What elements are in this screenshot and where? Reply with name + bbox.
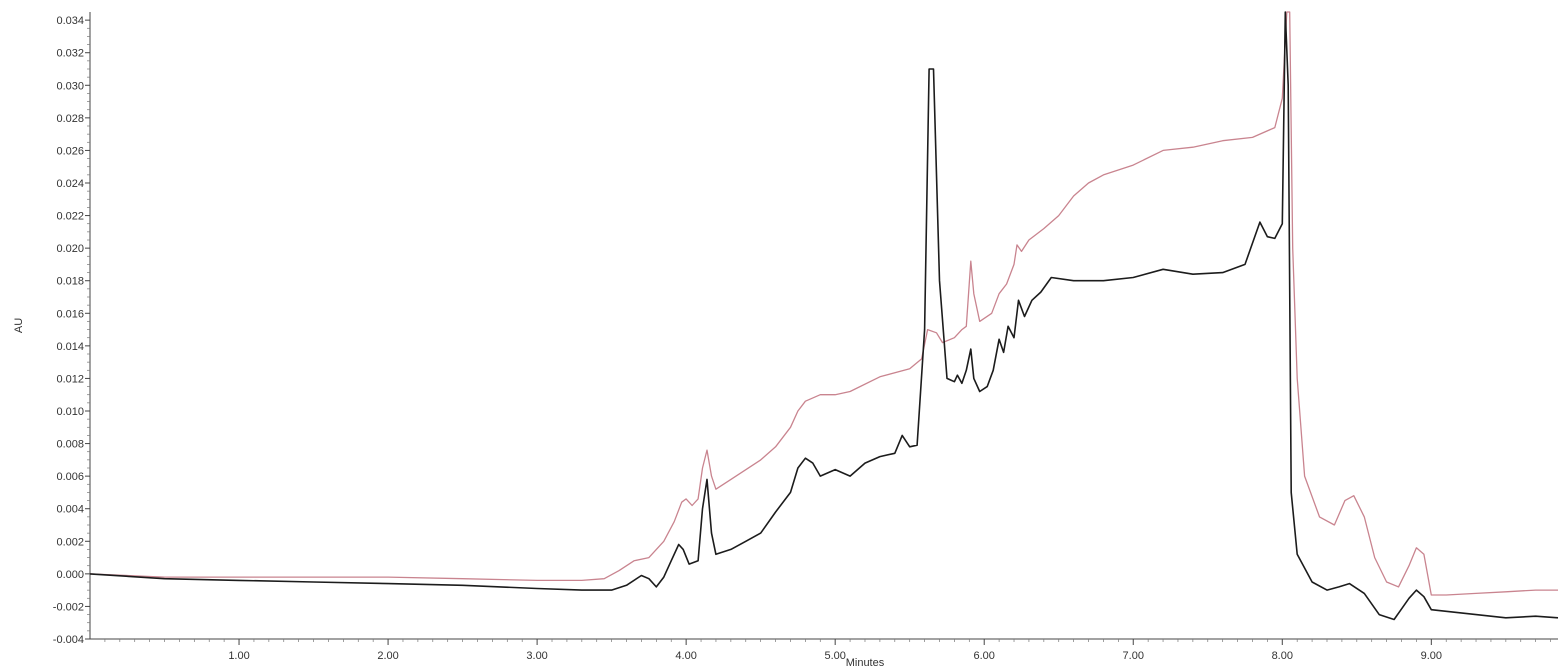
x-axis-title: Minutes (846, 657, 885, 669)
x-tick-label: 3.00 (526, 650, 547, 662)
y-tick-label: 0.034 (56, 15, 84, 27)
x-tick-label: 6.00 (974, 650, 995, 662)
y-tick-label: 0.014 (56, 341, 84, 353)
y-tick-label: 0.018 (56, 276, 84, 288)
y-tick-label: 0.008 (56, 439, 84, 451)
y-tick-label: 0.032 (56, 48, 84, 60)
y-tick-label: 0.026 (56, 145, 84, 157)
x-tick-label: 1.00 (228, 650, 249, 662)
y-tick-label: 0.002 (56, 536, 84, 548)
y-tick-label: 0.016 (56, 308, 84, 320)
y-tick-label: -0.004 (53, 634, 84, 646)
y-tick-label: -0.002 (53, 601, 84, 613)
y-tick-label: 0.028 (56, 113, 84, 125)
y-tick-label: 0.024 (56, 178, 84, 190)
x-tick-label: 5.00 (824, 650, 845, 662)
x-tick-label: 2.00 (377, 650, 398, 662)
y-axis-ticks: -0.004 -0.002 0.000 0.002 0.004 0.006 0.008 0.0… (53, 15, 90, 646)
chart-series (89, 11, 1559, 621)
y-tick-label: 0.006 (56, 471, 84, 483)
y-tick-label: 0.000 (56, 569, 84, 581)
x-axis-ticks: 1.00 2.00 3.00 4.00 5.00 6.00 7.00 8.00 9.00 (104, 639, 1551, 662)
x-tick-label: 7.00 (1123, 650, 1144, 662)
y-axis-title: AU (13, 318, 25, 333)
y-tick-label: 0.004 (56, 504, 84, 516)
chart-axes (89, 12, 1558, 640)
y-tick-label: 0.012 (56, 373, 84, 385)
x-tick-label: 8.00 (1272, 650, 1293, 662)
y-tick-label: 0.030 (56, 80, 84, 92)
series-line-2 (89, 11, 1559, 621)
y-tick-label: 0.022 (56, 211, 84, 223)
y-tick-label: 0.010 (56, 406, 84, 418)
x-tick-label: 4.00 (675, 650, 696, 662)
series-line-1 (89, 11, 1558, 596)
y-tick-label: 0.020 (56, 243, 84, 255)
x-tick-label: 9.00 (1421, 650, 1442, 662)
